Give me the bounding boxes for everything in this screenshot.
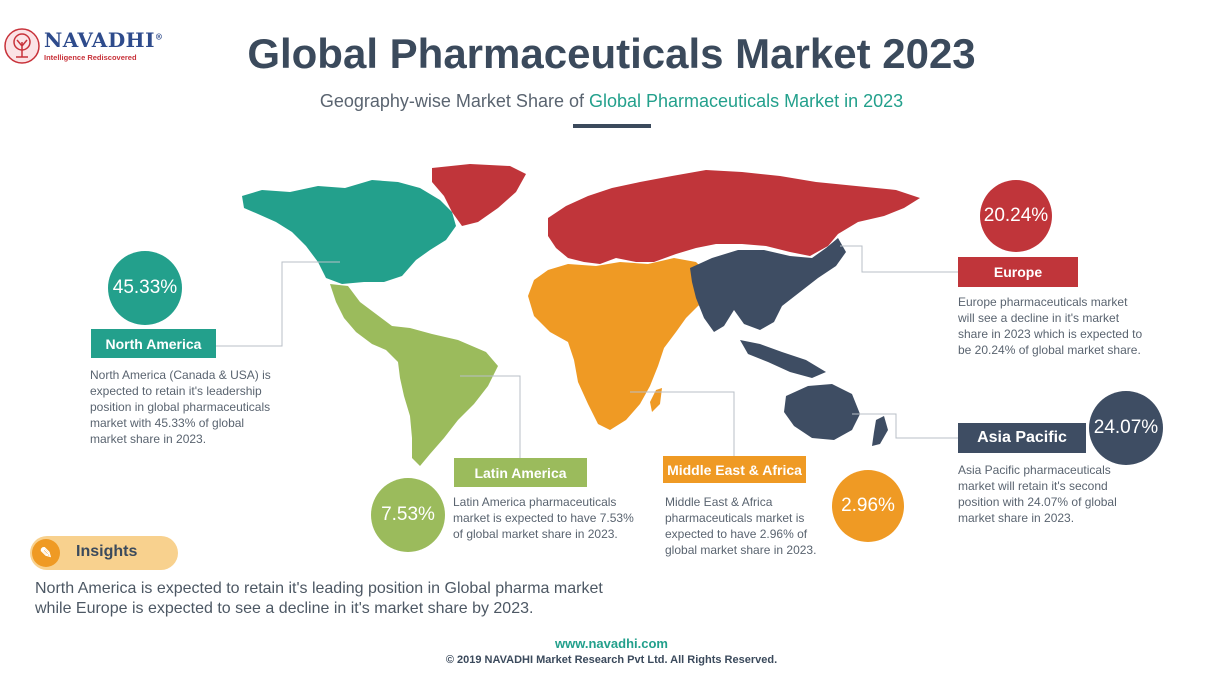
label-middle-east-africa: Middle East & Africa: [663, 456, 806, 483]
tree-icon: [4, 28, 40, 64]
map-region-europe: [548, 170, 920, 264]
logo: NAVADHI® Intelligence Rediscovered: [4, 26, 163, 66]
title-divider: [573, 124, 651, 128]
footer-copyright: © 2019 NAVADHI Market Research Pvt Ltd. …: [445, 654, 778, 666]
map-region-new-zealand: [872, 416, 888, 446]
map-region-madagascar: [650, 388, 662, 412]
share-circle-europe: 20.24%: [980, 180, 1052, 252]
share-circle-middle-east-africa: 2.96%: [832, 470, 904, 542]
share-circle-asia-pacific: 24.07%: [1089, 391, 1163, 465]
label-asia-pacific: Asia Pacific: [958, 423, 1086, 453]
connector-asia-pacific: [852, 413, 958, 439]
label-north-america: North America: [91, 329, 216, 358]
map-region-se-asia: [740, 340, 826, 378]
subtitle-highlight: Global Pharmaceuticals Market in 2023: [588, 91, 904, 111]
desc-latin-america: Latin America pharmaceuticals market is …: [453, 495, 634, 541]
map-region-asia: [690, 238, 846, 332]
desc-asia-pacific: Asia Pacific pharmaceuticals market will…: [958, 463, 1117, 525]
map-region-middle-east-africa: [528, 258, 712, 430]
page-subtitle: Geography-wise Market Share of Global Ph…: [0, 91, 1223, 112]
desc-north-america: North America (Canada & USA) is expected…: [90, 368, 271, 446]
connector-middle-east-africa: [630, 391, 735, 462]
map-region-latin-america: [330, 284, 498, 466]
connector-europe: [840, 245, 958, 273]
logo-brand: NAVADHI®: [44, 28, 164, 52]
insights-text: North America is expected to retain it's…: [35, 580, 603, 617]
desc-europe: Europe pharmaceuticals market will see a…: [958, 295, 1143, 357]
pencil-icon: ✎: [32, 539, 60, 567]
connector-latin-america: [460, 375, 521, 462]
desc-middle-east-africa: Middle East & Africa pharmaceuticals mar…: [665, 495, 817, 557]
footer-url[interactable]: www.navadhi.com: [555, 636, 668, 651]
insights-label: Insights: [76, 543, 138, 560]
share-circle-latin-america: 7.53%: [371, 478, 445, 552]
map-region-greenland: [432, 164, 526, 226]
page-title: Global Pharmaceuticals Market 2023: [247, 30, 976, 77]
logo-tagline: Intelligence Rediscovered: [44, 53, 137, 62]
label-latin-america: Latin America: [454, 458, 587, 487]
map-region-australia: [784, 384, 860, 440]
connector-north-america: [184, 261, 340, 347]
label-europe: Europe: [958, 257, 1078, 287]
share-circle-north-america: 45.33%: [108, 251, 182, 325]
subtitle-prefix: Geography-wise Market Share of: [319, 91, 589, 111]
map-region-north-america: [242, 180, 456, 284]
